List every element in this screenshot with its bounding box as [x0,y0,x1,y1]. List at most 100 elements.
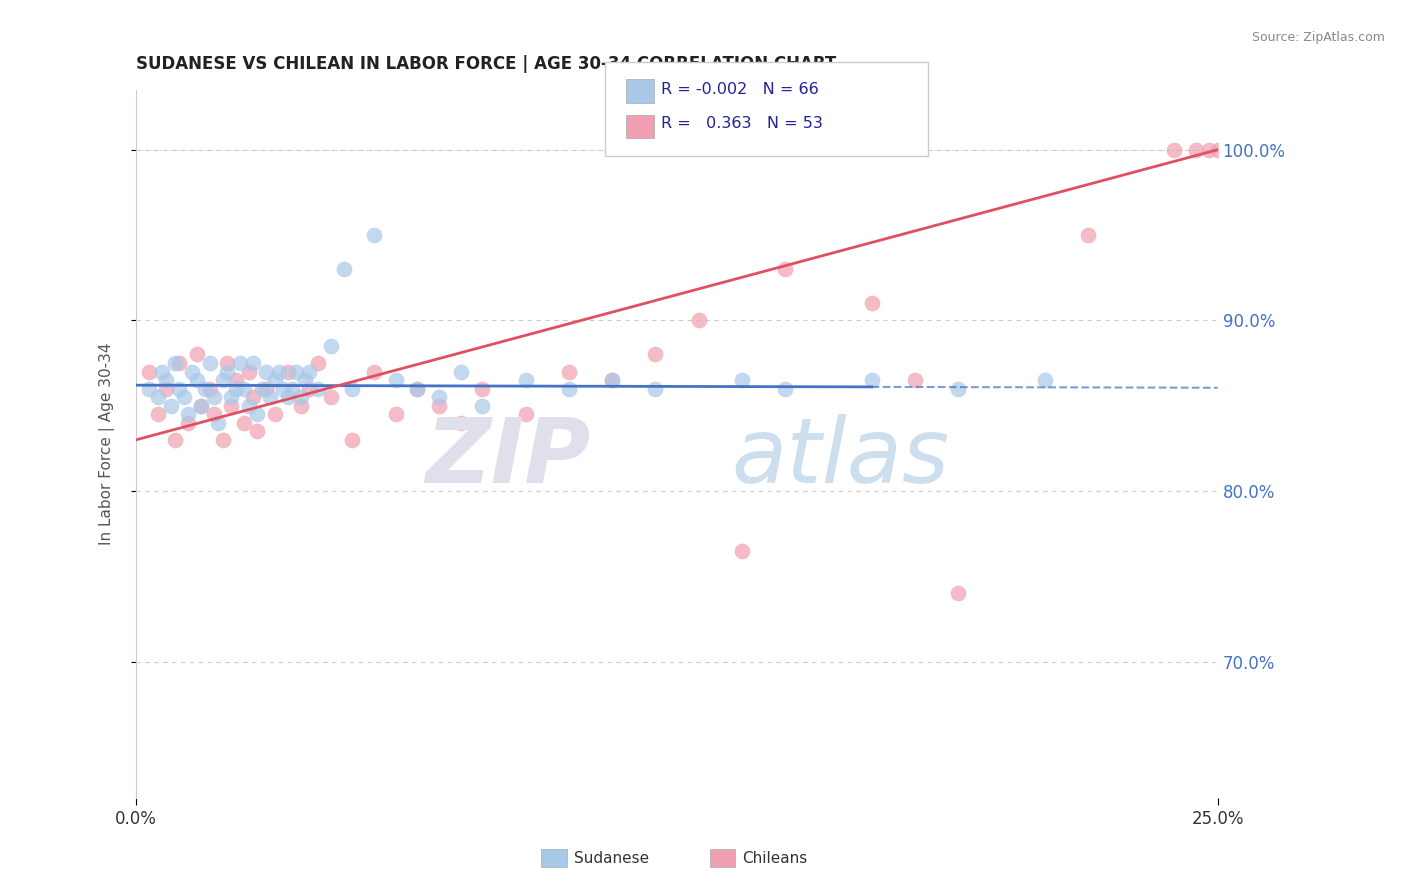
Point [146,407,169,421]
Point [515,407,537,421]
Point [731,373,754,387]
Point [271,382,294,396]
Point [159,399,181,413]
Point [1185,143,1208,157]
Text: R = -0.002   N = 66: R = -0.002 N = 66 [661,82,818,96]
Point [1206,143,1229,157]
Point [298,365,321,379]
Point [277,365,299,379]
Point [644,347,666,361]
Point [221,399,243,413]
Text: R =   0.363   N = 53: R = 0.363 N = 53 [661,116,823,130]
Point [190,399,212,413]
Text: Source: ZipAtlas.com: Source: ZipAtlas.com [1251,31,1385,45]
Point [246,407,269,421]
Text: Chileans: Chileans [742,851,807,865]
Point [471,399,494,413]
Point [169,382,191,396]
Point [177,407,200,421]
Point [259,390,281,404]
Point [246,424,269,438]
Point [290,399,312,413]
Point [263,407,285,421]
Text: ZIP: ZIP [425,414,591,502]
Point [427,390,450,404]
Point [198,382,221,396]
Point [211,373,233,387]
Point [558,382,581,396]
Point [181,365,204,379]
Point [267,365,290,379]
Point [221,390,243,404]
Point [165,356,187,370]
Point [319,390,342,404]
Point [1198,143,1220,157]
Point [215,365,238,379]
Point [150,365,173,379]
Y-axis label: In Labor Force | Age 30-34: In Labor Force | Age 30-34 [100,343,115,545]
Point [427,399,450,413]
Point [688,313,710,327]
Point [169,356,191,370]
Point [384,373,406,387]
Point [186,347,208,361]
Point [773,382,796,396]
Point [773,262,796,277]
Point [238,399,260,413]
Point [384,407,406,421]
Point [644,382,666,396]
Point [290,390,312,404]
Point [165,433,187,447]
Point [229,356,252,370]
Point [242,390,264,404]
Point [298,382,321,396]
Point [207,416,229,430]
Point [319,339,342,353]
Point [138,382,160,396]
Point [173,390,195,404]
Point [146,390,169,404]
Point [471,382,494,396]
Point [254,365,277,379]
Point [202,407,225,421]
Point [215,356,238,370]
Point [177,416,200,430]
Point [406,382,429,396]
Text: Sudanese: Sudanese [574,851,648,865]
Point [138,365,160,379]
Point [860,296,883,310]
Point [155,373,177,387]
Point [242,356,264,370]
Point [731,543,754,558]
Point [285,365,308,379]
Point [211,433,233,447]
Point [307,356,329,370]
Point [406,382,429,396]
Point [254,382,277,396]
Point [946,586,969,600]
Point [190,399,212,413]
Point [946,382,969,396]
Point [225,382,247,396]
Point [281,382,304,396]
Point [155,382,177,396]
Point [363,227,385,242]
Point [202,390,225,404]
Point [233,382,256,396]
Point [194,382,217,396]
Text: SUDANESE VS CHILEAN IN LABOR FORCE | AGE 30-34 CORRELATION CHART: SUDANESE VS CHILEAN IN LABOR FORCE | AGE… [136,55,837,73]
Point [1077,227,1099,242]
Point [186,373,208,387]
Point [1033,373,1056,387]
Point [225,373,247,387]
Point [558,365,581,379]
Point [233,416,256,430]
Point [263,373,285,387]
Point [250,382,273,396]
Point [450,416,472,430]
Point [342,382,364,396]
Point [600,373,623,387]
Point [333,262,356,277]
Text: atlas: atlas [731,414,949,502]
Point [277,390,299,404]
